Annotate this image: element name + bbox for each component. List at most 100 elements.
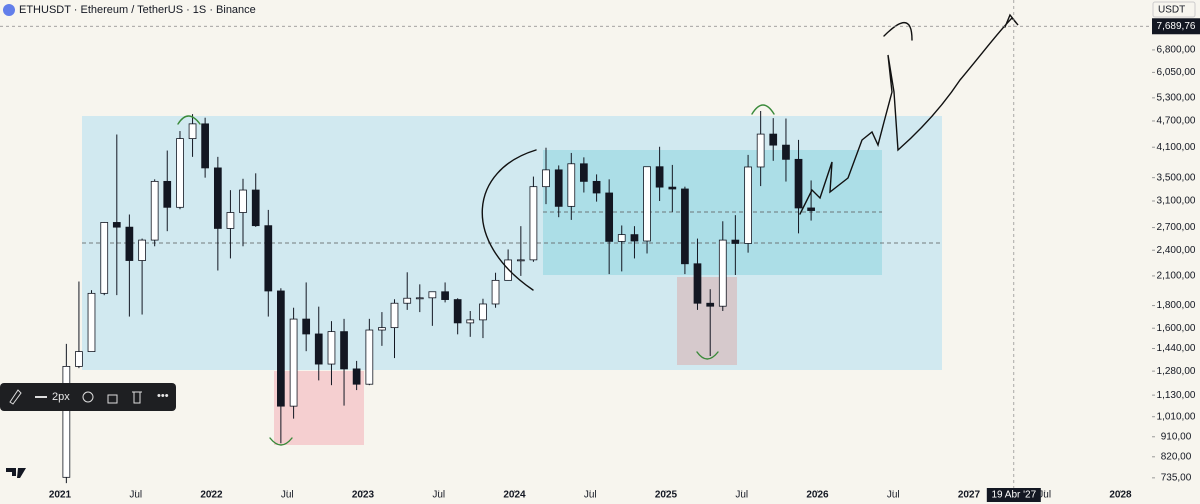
arc-2024 (481, 149, 537, 291)
arc-low-2022 (269, 437, 293, 446)
y-tick-label: 910,00 (1161, 431, 1192, 442)
x-tick-label: Jul (584, 490, 597, 501)
candle-body (226, 212, 235, 229)
candle-body (706, 302, 715, 307)
y-tick-label: 2,100,00 (1157, 271, 1196, 282)
candle-body (352, 368, 361, 385)
projection-line (799, 13, 1019, 215)
candle-body (188, 123, 197, 140)
x-tick-label: Jul (281, 490, 294, 501)
candle-body (100, 222, 109, 294)
candle-body (617, 234, 626, 242)
x-tick-label: Jul (129, 490, 142, 501)
crosshair-date-tag (986, 488, 1041, 502)
delete-icon[interactable] (132, 391, 142, 404)
candle-body (567, 163, 576, 207)
candle-body (718, 239, 727, 307)
candle-body (428, 291, 437, 299)
x-tick-label: 2021 (49, 490, 72, 501)
x-tick-label: 2025 (655, 490, 678, 501)
candle-body (643, 166, 651, 242)
candle-body (580, 163, 588, 182)
candle-body (289, 318, 298, 407)
line-width-label[interactable]: 2px (52, 391, 70, 403)
candle-body (277, 290, 285, 407)
candle-body (62, 365, 71, 478)
y-tick-label: 1,280,00 (1157, 366, 1196, 377)
candle-body (302, 318, 311, 335)
candle-body (415, 297, 424, 300)
candle-body (314, 333, 323, 365)
projection-hook (883, 21, 913, 41)
more-icon[interactable]: ••• (157, 390, 169, 402)
y-tick-label: 1,130,00 (1157, 390, 1196, 401)
candle-body (327, 331, 336, 365)
candle-body (163, 180, 172, 208)
arc-top-2021 (177, 115, 201, 125)
candle-body (655, 166, 664, 188)
arc-low-2025 (696, 351, 719, 360)
candle-body (693, 263, 702, 304)
y-tick-label: 2,400,00 (1157, 245, 1196, 256)
candle-body (605, 192, 614, 242)
candle-body (453, 299, 462, 324)
x-tick-label: Jul (432, 490, 445, 501)
candle-body (201, 123, 209, 169)
x-tick-label: Jul (887, 490, 900, 501)
candle-body (138, 239, 146, 261)
x-tick-label: 2028 (1109, 490, 1132, 501)
x-tick-label: Jul (735, 490, 748, 501)
candle-body (668, 186, 677, 190)
x-tick-label: Jul (1038, 490, 1051, 501)
tv-logo[interactable] (6, 468, 26, 478)
candle-body (529, 186, 538, 261)
price-axis (1152, 0, 1200, 504)
settings-icon[interactable] (82, 391, 94, 403)
y-tick-label: 4,100,00 (1157, 142, 1196, 153)
x-tick-label: 2022 (200, 490, 223, 501)
y-tick-label: 3,100,00 (1157, 196, 1196, 207)
crosshair-price-label: 7,689,76 (1157, 21, 1196, 32)
currency-label[interactable]: USDT (1158, 5, 1185, 16)
eth-icon (3, 4, 15, 16)
y-tick-label: 6,050,00 (1157, 67, 1196, 78)
y-tick-label: 1,600,00 (1157, 323, 1196, 334)
candle-body (592, 180, 601, 194)
candle-body (264, 225, 273, 292)
x-tick-label: 2026 (806, 490, 829, 501)
candle-body (365, 329, 374, 385)
inner-range-box (543, 150, 882, 275)
candles (62, 110, 815, 484)
y-tick-label: 4,700,00 (1157, 116, 1196, 127)
candle-body (782, 144, 790, 160)
candle-body (176, 138, 184, 208)
candle-body (756, 133, 765, 168)
y-tick-label: 1,440,00 (1157, 343, 1196, 354)
y-tick-label: 5,300,00 (1157, 92, 1196, 103)
candle-body (794, 158, 803, 209)
red-zone (274, 371, 364, 445)
arc-top-2025 (751, 104, 775, 115)
pencil-icon[interactable] (9, 389, 22, 405)
candle-body (769, 133, 778, 146)
candle-body (213, 167, 222, 229)
crosshair-price-tag (1152, 18, 1200, 35)
candle-body (466, 319, 475, 324)
currency-box[interactable] (1152, 1, 1196, 18)
candle-body (378, 327, 386, 331)
candle-body (731, 239, 740, 244)
hand-drawings (177, 13, 1019, 446)
drawing-toolbar: 2px ••• (0, 383, 176, 411)
candle-body (542, 169, 550, 188)
x-tick-label: 2024 (503, 490, 526, 501)
candle-body (554, 169, 563, 207)
lock-icon[interactable] (107, 394, 118, 404)
candle-body (807, 207, 815, 211)
candle-body (441, 291, 449, 300)
crosshair-date-label: 19 Abr '27 (991, 490, 1036, 501)
candle-body (251, 189, 260, 227)
y-tick-label: 2,700,00 (1157, 222, 1196, 233)
candle-body (125, 226, 134, 261)
